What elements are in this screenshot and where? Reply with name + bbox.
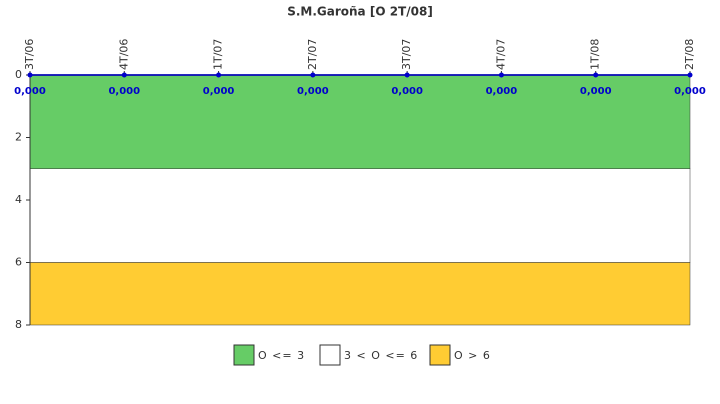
x-tick-label: 2T/07 [306, 39, 319, 70]
data-label: 0,000 [108, 86, 140, 97]
x-tick-label: 3T/06 [23, 39, 36, 70]
y-tick-label: 2 [15, 131, 22, 144]
band [29, 262, 691, 326]
y-tick-label: 4 [15, 193, 22, 206]
y-tick-label: 6 [15, 256, 22, 269]
x-tick-label: 2T/08 [683, 39, 696, 70]
chart-title: S.M.Garoña [O 2T/08] [287, 5, 433, 19]
data-label: 0,000 [14, 86, 46, 97]
legend-swatch [319, 344, 341, 366]
x-tick-label: 3T/07 [400, 39, 413, 70]
band [29, 168, 691, 263]
y-tick-label: 8 [15, 318, 22, 331]
x-tick-label: 4T/07 [494, 39, 507, 70]
legend-swatch [429, 344, 451, 366]
data-point [121, 72, 127, 78]
data-point [27, 72, 33, 78]
legend-label: O > 6 [454, 349, 491, 362]
x-tick-label: 1T/07 [212, 39, 225, 70]
data-label: 0,000 [486, 86, 518, 97]
data-label: 0,000 [674, 86, 706, 97]
data-label: 0,000 [203, 86, 235, 97]
data-point [687, 72, 693, 78]
data-label: 0,000 [391, 86, 423, 97]
data-point [498, 72, 504, 78]
legend-swatch [233, 344, 255, 366]
data-point [216, 72, 222, 78]
data-point [404, 72, 410, 78]
legend-label: O <= 3 [258, 349, 305, 362]
data-point [310, 72, 316, 78]
data-point [593, 72, 599, 78]
band [29, 74, 691, 169]
legend-label: 3 < O <= 6 [344, 349, 418, 362]
x-tick-label: 1T/08 [589, 39, 602, 70]
x-tick-label: 4T/06 [117, 39, 130, 70]
data-label: 0,000 [580, 86, 612, 97]
data-label: 0,000 [297, 86, 329, 97]
y-tick-label: 0 [15, 68, 22, 81]
